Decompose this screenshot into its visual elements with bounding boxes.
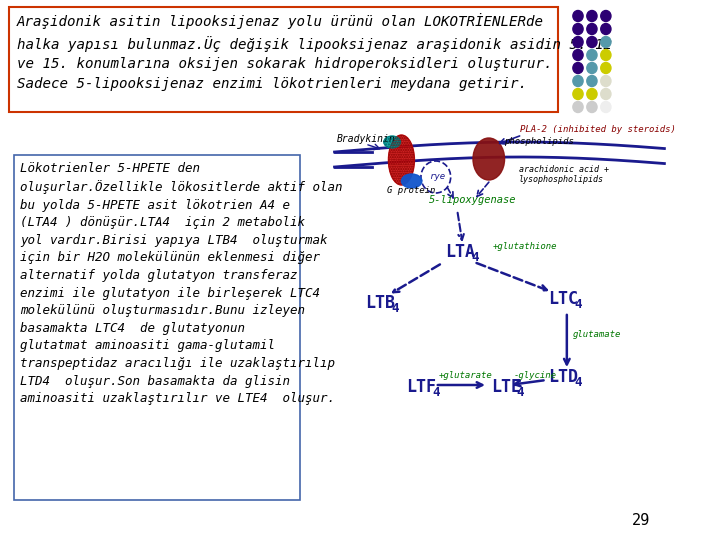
FancyBboxPatch shape bbox=[9, 7, 557, 112]
Circle shape bbox=[600, 63, 611, 73]
Text: +glutathione: +glutathione bbox=[492, 242, 557, 251]
Circle shape bbox=[573, 76, 583, 86]
Circle shape bbox=[587, 102, 597, 112]
Text: 4: 4 bbox=[575, 298, 582, 311]
Circle shape bbox=[587, 50, 597, 60]
Circle shape bbox=[587, 63, 597, 73]
Ellipse shape bbox=[388, 135, 415, 185]
Circle shape bbox=[600, 50, 611, 60]
Circle shape bbox=[600, 24, 611, 35]
Circle shape bbox=[573, 102, 583, 112]
Circle shape bbox=[573, 50, 583, 60]
Circle shape bbox=[573, 89, 583, 99]
Circle shape bbox=[587, 37, 597, 48]
Text: 29: 29 bbox=[632, 513, 650, 528]
Circle shape bbox=[600, 89, 611, 99]
Circle shape bbox=[600, 76, 611, 86]
Text: glutamate: glutamate bbox=[572, 330, 621, 339]
Text: +glutarate: +glutarate bbox=[438, 371, 492, 380]
FancyBboxPatch shape bbox=[14, 155, 300, 500]
Text: arachidonic acid +: arachidonic acid + bbox=[518, 165, 608, 174]
Text: rye: rye bbox=[429, 172, 446, 181]
Circle shape bbox=[600, 10, 611, 22]
Ellipse shape bbox=[384, 136, 400, 148]
Text: 4: 4 bbox=[575, 376, 582, 389]
Text: 4: 4 bbox=[471, 251, 479, 264]
Circle shape bbox=[573, 24, 583, 35]
Text: Araşidonik asitin lipooksijenaz yolu ürünü olan LOKOTRİENLERde
halka yapısı bulu: Araşidonik asitin lipooksijenaz yolu ürü… bbox=[17, 13, 612, 91]
Text: LTE: LTE bbox=[490, 378, 521, 396]
Text: 5-lipoxygenase: 5-lipoxygenase bbox=[429, 195, 517, 205]
Text: G protein: G protein bbox=[387, 186, 435, 195]
Text: LTA: LTA bbox=[445, 243, 475, 261]
Text: LTD: LTD bbox=[548, 368, 578, 386]
Text: phospholipids: phospholipids bbox=[504, 137, 574, 146]
Text: LTF: LTF bbox=[406, 378, 436, 396]
Circle shape bbox=[573, 63, 583, 73]
Circle shape bbox=[600, 37, 611, 48]
Text: 4: 4 bbox=[517, 386, 524, 399]
Text: Bradykinin: Bradykinin bbox=[337, 134, 396, 144]
Circle shape bbox=[587, 24, 597, 35]
Ellipse shape bbox=[402, 174, 422, 188]
Circle shape bbox=[587, 10, 597, 22]
Text: -glycine: -glycine bbox=[514, 371, 557, 380]
Circle shape bbox=[587, 76, 597, 86]
Circle shape bbox=[573, 37, 583, 48]
Text: PLA-2 (inhibited by steroids): PLA-2 (inhibited by steroids) bbox=[521, 125, 676, 134]
Text: lysophospholipids: lysophospholipids bbox=[518, 175, 603, 184]
Ellipse shape bbox=[473, 138, 505, 180]
Circle shape bbox=[587, 89, 597, 99]
Text: LTB: LTB bbox=[365, 294, 395, 312]
Circle shape bbox=[600, 102, 611, 112]
Text: Lökotrienler 5-HPETE den
oluşurlar.Özellikle lökositlerde aktif olan
bu yolda 5-: Lökotrienler 5-HPETE den oluşurlar.Özell… bbox=[20, 162, 343, 405]
Text: LTC: LTC bbox=[548, 290, 578, 308]
Circle shape bbox=[573, 10, 583, 22]
Text: 4: 4 bbox=[432, 386, 440, 399]
Text: 4: 4 bbox=[391, 302, 399, 315]
